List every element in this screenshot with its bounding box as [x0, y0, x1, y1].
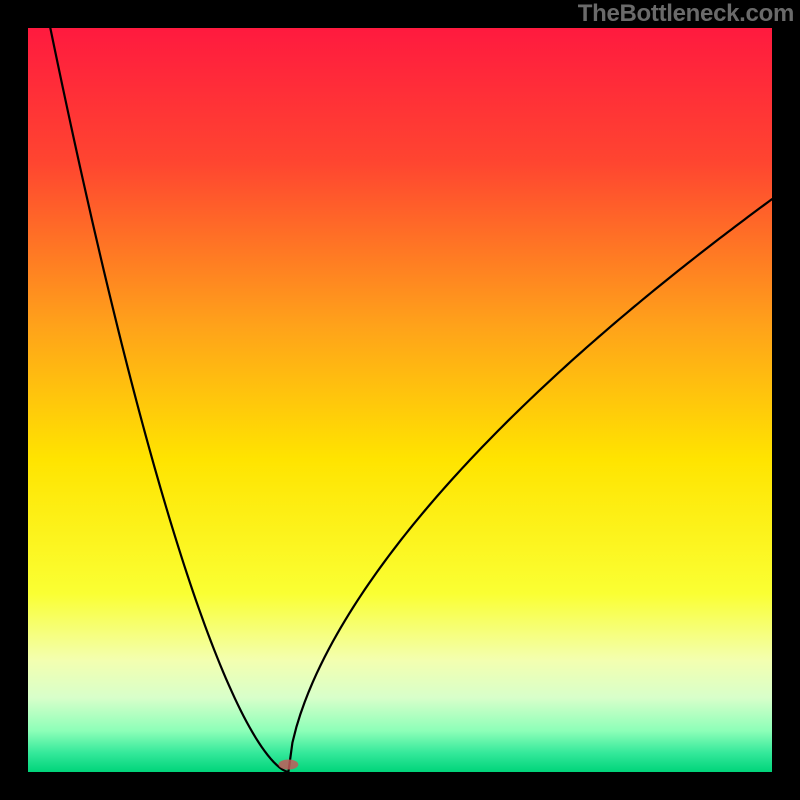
bottleneck-chart [0, 0, 800, 800]
watermark-text: TheBottleneck.com [578, 0, 794, 28]
chart-frame: TheBottleneck.com [0, 0, 800, 800]
plot-background [28, 28, 772, 772]
optimal-point-marker [278, 760, 298, 770]
